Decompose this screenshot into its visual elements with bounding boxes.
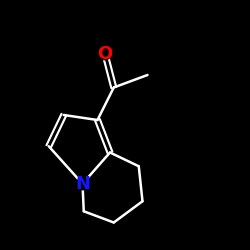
Text: N: N [75, 175, 90, 193]
Text: O: O [98, 45, 112, 63]
Circle shape [76, 178, 88, 190]
Circle shape [99, 48, 111, 60]
